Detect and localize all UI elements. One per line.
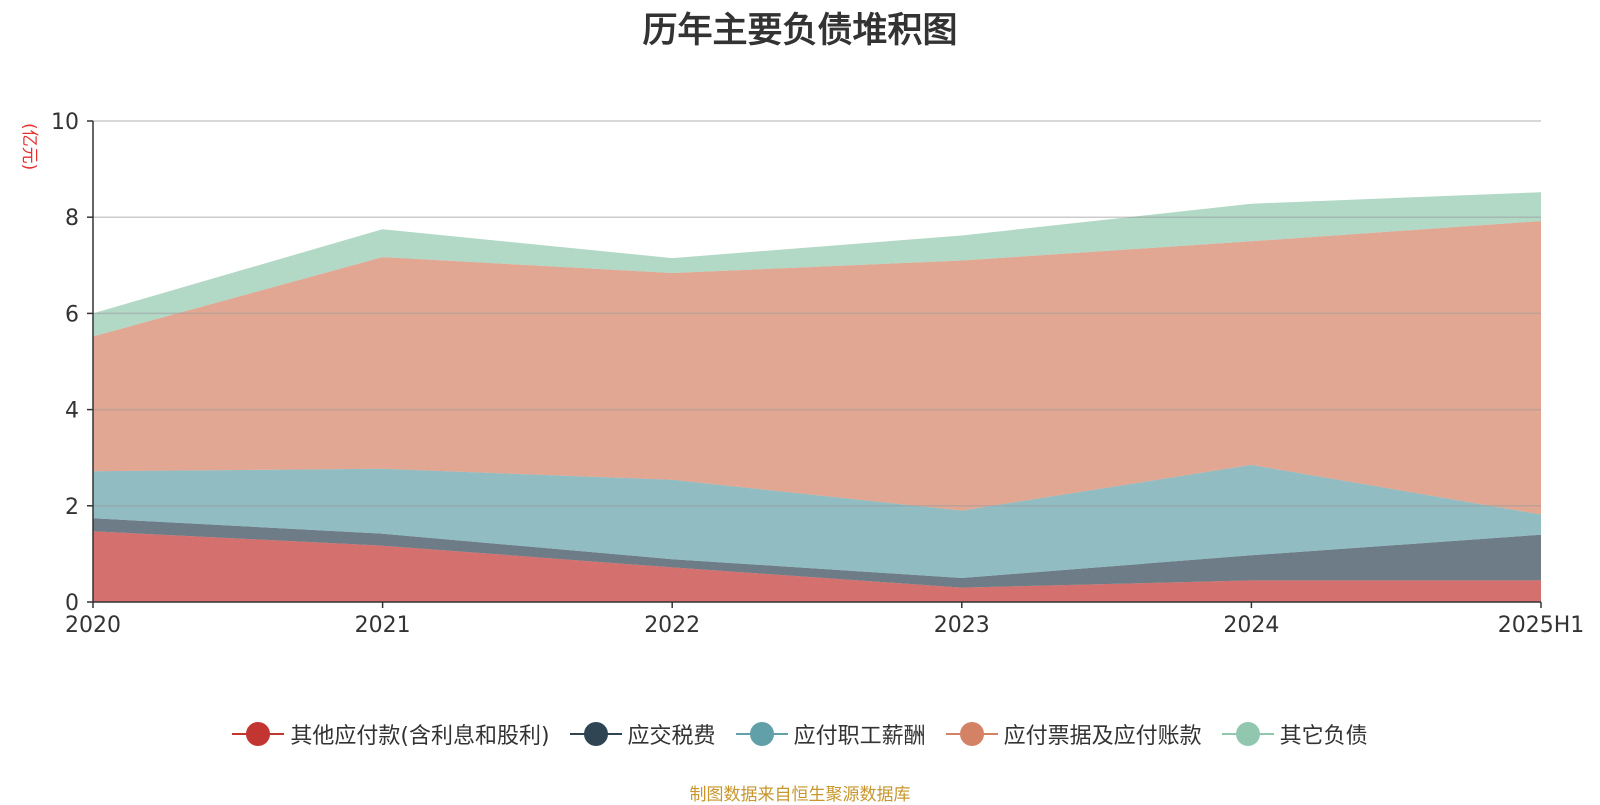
y-tick-label: 2 bbox=[65, 495, 79, 520]
area-series-0 bbox=[93, 531, 1541, 602]
legend-marker-icon bbox=[1221, 720, 1274, 748]
legend-label: 应付职工薪酬 bbox=[793, 724, 926, 749]
data-source-note: 制图数据来自恒生聚源数据库 bbox=[689, 785, 911, 805]
y-tick-label: 0 bbox=[65, 591, 79, 616]
area-series-3 bbox=[93, 221, 1541, 515]
area-series-1 bbox=[93, 518, 1541, 588]
legend-item-4[interactable]: 其它负债 bbox=[1221, 718, 1368, 750]
x-tick-label: 2022 bbox=[644, 613, 700, 638]
x-tick-label: 2025H1 bbox=[1498, 613, 1585, 638]
legend-item-2[interactable]: 应付职工薪酬 bbox=[735, 718, 926, 750]
area-series-2 bbox=[93, 464, 1541, 578]
y-tick-label: 4 bbox=[65, 399, 79, 424]
chart-legend: 其他应付款(含利息和股利) 应交税费 应付职工薪酬 应付票据及应付账款 其它负债 bbox=[0, 718, 1600, 750]
x-tick-label: 2024 bbox=[1223, 613, 1279, 638]
legend-item-0[interactable]: 其他应付款(含利息和股利) bbox=[232, 718, 550, 750]
legend-marker-icon bbox=[569, 720, 622, 748]
legend-label: 其他应付款(含利息和股利) bbox=[290, 724, 550, 749]
legend-label: 其它负债 bbox=[1279, 724, 1368, 749]
legend-marker-icon bbox=[945, 720, 998, 748]
x-tick-label: 2020 bbox=[65, 613, 121, 638]
legend-marker-icon bbox=[232, 720, 285, 748]
legend-label: 应交税费 bbox=[627, 724, 716, 749]
y-tick-label: 10 bbox=[51, 110, 79, 135]
y-tick-label: 8 bbox=[65, 206, 79, 231]
legend-item-3[interactable]: 应付票据及应付账款 bbox=[945, 718, 1202, 750]
chart-title: 历年主要负债堆积图 bbox=[642, 11, 958, 51]
legend-marker-icon bbox=[735, 720, 788, 748]
x-tick-label: 2023 bbox=[934, 613, 990, 638]
y-tick-label: 6 bbox=[65, 302, 79, 327]
legend-item-1[interactable]: 应交税费 bbox=[569, 718, 716, 750]
area-series-4 bbox=[93, 192, 1541, 337]
x-tick-label: 2021 bbox=[355, 613, 411, 638]
legend-label: 应付票据及应付账款 bbox=[1003, 724, 1202, 749]
